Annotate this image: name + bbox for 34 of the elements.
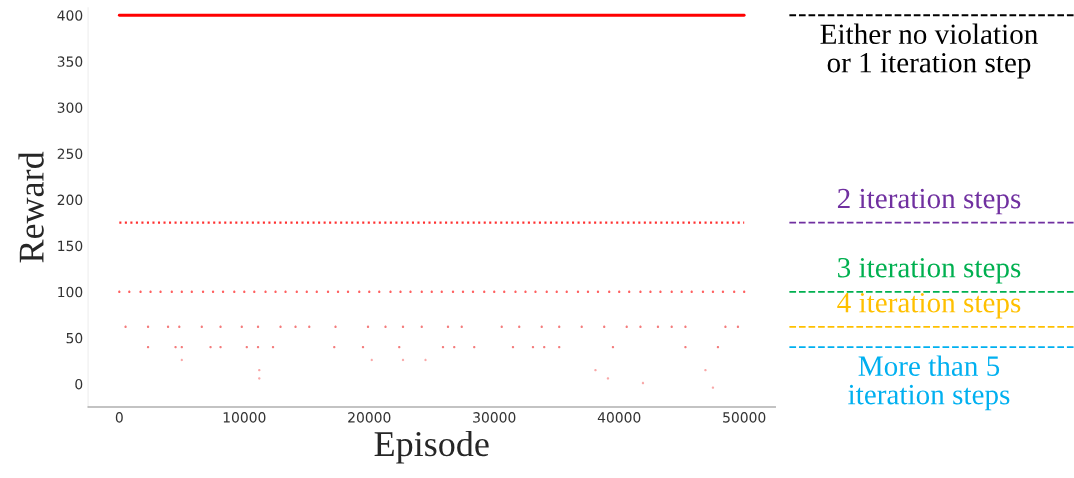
point xyxy=(704,368,707,372)
point xyxy=(424,358,427,362)
point xyxy=(594,368,597,372)
y-tick-label: 0 xyxy=(75,378,83,390)
y-tick-label: 400 xyxy=(57,10,83,21)
x-tick-label: 0 xyxy=(115,412,123,423)
point xyxy=(639,325,642,329)
y-tick-label: 150 xyxy=(58,240,83,252)
point xyxy=(684,325,687,329)
point xyxy=(684,345,687,349)
x-tick-label: 10000 xyxy=(223,412,266,423)
ref-line-label: Either no violation or 1 iteration step xyxy=(820,23,1038,79)
point xyxy=(124,325,127,329)
x-tick-label: 30000 xyxy=(473,412,516,423)
y-tick-label: 100 xyxy=(58,286,83,298)
y-tick-label: 200 xyxy=(57,194,83,206)
x-tick-label: 40000 xyxy=(597,412,641,423)
point xyxy=(219,345,222,349)
point xyxy=(174,345,177,349)
y-tick-label: 50 xyxy=(66,332,83,344)
ref-line-label: 2 iteration steps xyxy=(837,188,1021,215)
point xyxy=(606,377,610,380)
y-tick-label: 300 xyxy=(57,102,83,113)
x-tick-label: 50000 xyxy=(723,412,766,423)
y-tick-label: 350 xyxy=(57,56,83,67)
ref-line-label: More than 5 iteration steps xyxy=(848,355,1010,411)
ref-line-label: 3 iteration steps xyxy=(838,257,1021,284)
point xyxy=(724,325,727,329)
point xyxy=(209,345,212,349)
y-tick-label: 250 xyxy=(57,148,83,159)
x-axis-title: Episode xyxy=(374,430,489,464)
x-tick-label: 20000 xyxy=(348,412,391,423)
ref-line-label: 4 iteration steps xyxy=(837,292,1021,319)
y-axis-title: Reward xyxy=(18,151,44,263)
